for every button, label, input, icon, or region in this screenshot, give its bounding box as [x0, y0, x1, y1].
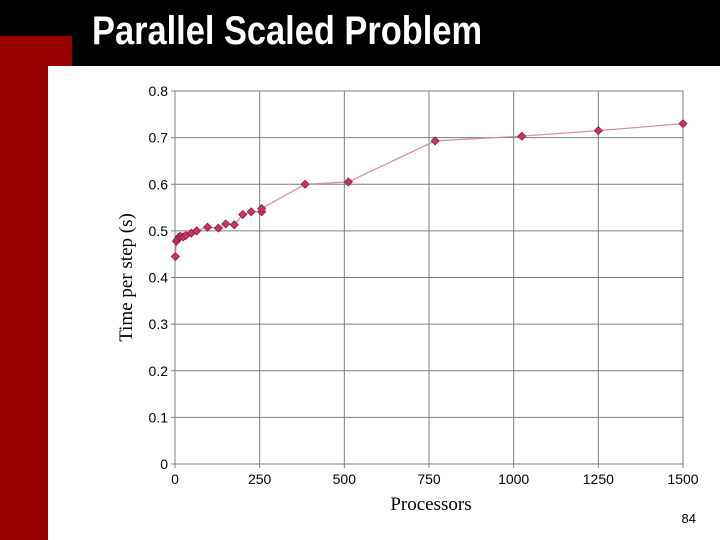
data-point-marker [229, 220, 239, 230]
x-tick-label: 1250 [583, 471, 614, 487]
data-point-marker [257, 203, 267, 214]
y-tick-label: 0.8 [149, 83, 169, 99]
x-tick-label: 1500 [667, 471, 698, 487]
x-axis-label: Processors [390, 494, 471, 515]
y-tick-label: 0.4 [149, 270, 169, 286]
data-point-marker [593, 126, 603, 136]
y-tick-label: 0.3 [149, 316, 169, 332]
y-tick-label: 0.6 [149, 176, 169, 192]
y-tick-label: 0.5 [149, 223, 169, 239]
x-tick-label: 500 [333, 471, 357, 487]
data-point-marker [246, 207, 256, 217]
data-point-marker [192, 226, 202, 236]
x-tick-label: 250 [248, 471, 272, 487]
data-point-marker [213, 223, 223, 233]
y-tick-label: 0.1 [149, 409, 169, 425]
chart: 0 0.1 0.2 0.3 0.4 0.5 0.6 0.7 0.8 0 250 500 750 1000 1… [100, 76, 700, 530]
data-point-marker [170, 251, 180, 262]
y-tick-label: 0.7 [149, 130, 169, 146]
x-tick-label: 750 [417, 471, 441, 487]
chart-svg: 0 0.1 0.2 0.3 0.4 0.5 0.6 0.7 0.8 0 250 500 750 1000 1… [116, 83, 699, 515]
x-tick-label: 0 [171, 471, 179, 487]
y-tick-label: 0 [160, 456, 168, 472]
data-point-marker [221, 219, 231, 229]
title-bar: Parallel Scaled Problem [0, 0, 720, 66]
x-tick-label: 1000 [498, 471, 529, 487]
y-tick-label: 0.2 [149, 363, 169, 379]
data-point-marker [678, 119, 688, 129]
accent-side-bar-gap [48, 66, 72, 540]
slide-title: Parallel Scaled Problem [92, 9, 483, 53]
data-point-marker [238, 209, 248, 220]
data-point-marker [300, 179, 310, 189]
page-number: 84 [681, 511, 696, 526]
data-point-marker [202, 222, 213, 232]
y-axis-label: Time per step (s) [116, 213, 137, 342]
data-point-marker [430, 136, 440, 146]
data-point-marker [517, 131, 527, 141]
data-point-marker [343, 177, 353, 187]
